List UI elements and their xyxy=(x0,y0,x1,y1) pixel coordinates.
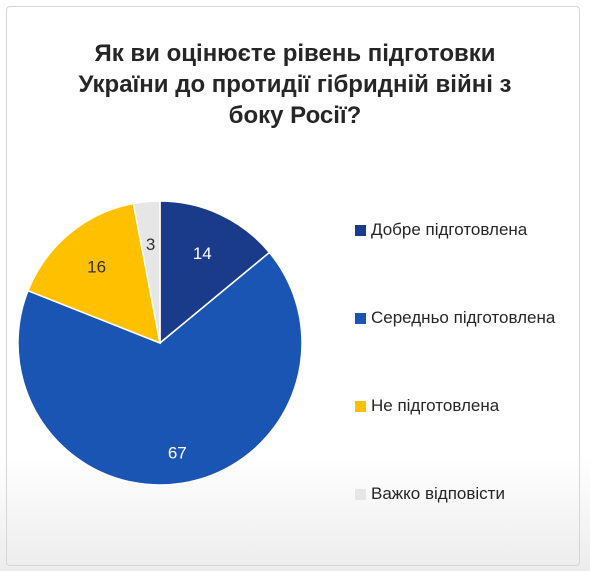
legend-swatch xyxy=(355,312,366,324)
data-label-medium: 67 xyxy=(168,443,187,462)
pie-slice-not-prepared xyxy=(26,202,161,345)
legend-swatch xyxy=(355,400,366,412)
chart-title-line-2: України до протидії гібридній війні з xyxy=(78,71,512,98)
legend-item-medium: Середньо підготовлена xyxy=(355,306,585,330)
pie-slice-hard-to-say xyxy=(132,200,161,344)
legend-item-good: Добре підготовлена xyxy=(355,218,585,242)
chart-border xyxy=(6,6,580,566)
chart-title-line-1: Як ви оцінюєте рівень підготовки xyxy=(94,40,496,67)
chart-legend: Добре підготовлена Середньо підготовлена… xyxy=(355,218,585,570)
legend-label: Не підготовлена xyxy=(371,396,500,415)
pie-slice-medium xyxy=(17,251,303,486)
legend-label: Добре підготовлена xyxy=(371,220,528,239)
data-label-good: 14 xyxy=(193,244,212,263)
data-label-hard-to-say: 3 xyxy=(146,235,155,254)
chart-title-line-3: боку Росії? xyxy=(228,102,362,129)
legend-item-not-prepared: Не підготовлена xyxy=(355,394,585,418)
legend-label: Середньо підготовлена xyxy=(371,308,556,327)
chart-title: Як ви оцінюєте рівень підготовки України… xyxy=(40,38,550,131)
legend-label: Важко відповісти xyxy=(371,484,505,503)
legend-swatch xyxy=(355,488,366,500)
data-label-not-prepared: 16 xyxy=(87,257,106,276)
legend-swatch xyxy=(355,224,366,236)
pie-slice-good xyxy=(159,200,271,345)
legend-item-hard-to-say: Важко відповісти xyxy=(355,482,585,506)
